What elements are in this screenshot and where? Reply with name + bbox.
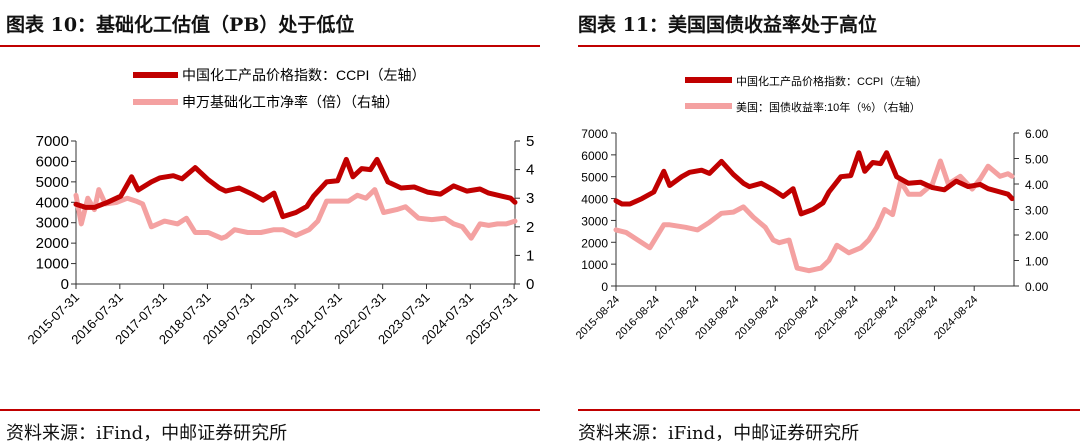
y-tick-label-left: 2000 [36,235,69,252]
chart-svg-ccpi-ust: 中国化工产品价格指数：CCPI（左轴） 美国：国债收益率:10年（%）（右轴） 0 1… [574,74,1049,342]
y-tick-label-right: 3 [526,190,534,207]
footer-rule [578,409,1080,411]
y-tick-label-left: 3000 [36,215,69,232]
y-tick-label-left: 4000 [581,193,608,207]
series-line [613,158,1015,274]
y-tick-label-right: 2 [526,219,534,236]
title-rule [0,45,540,47]
chart-panel-left: 图表 10：基础化工估值（PB）处于低位 中国化工产品价格指数：CCPI（左轴）… [0,14,540,444]
y-tick-label-right: 1 [526,247,534,264]
y-tick-label-left: 0 [601,280,608,294]
legend-label: 美国：国债收益率:10年（%）（右轴） [736,100,921,114]
series-line [613,150,1015,217]
y-tick-label-left: 6000 [36,153,69,170]
source-note: 资料来源：iFind，中邮证券研究所 [578,423,860,444]
y-tick-label-left: 7000 [581,127,608,141]
legend-label: 申万基础化工市净率（倍）（右轴） [182,94,399,110]
y-tick-label-right: 2.00 [1025,229,1049,243]
y-tick-label-left: 5000 [581,171,608,185]
chart-svg-ccpi-pb: 中国化工产品价格指数：CCPI（左轴） 申万基础化工市净率（倍）（右轴） 0 1000… [24,67,534,347]
footer-rule [0,409,540,411]
series-line [73,187,518,241]
legend-label: 中国化工产品价格指数：CCPI（左轴） [182,67,425,83]
y-tick-label-right: 1.00 [1025,255,1049,269]
y-tick-label-left: 6000 [581,149,608,163]
y-tick-label-right: 5 [526,133,534,150]
y-tick-label-right: 3.00 [1025,204,1049,218]
y-tick-label-left: 1000 [36,256,69,273]
y-tick-label-left: 4000 [36,194,69,211]
y-tick-label-right: 0 [526,276,534,293]
y-tick-label-right: 4 [526,162,534,179]
title-rule [578,45,1080,47]
chart-panel-right: 图表 11：美国国债收益率处于高位 中国化工产品价格指数：CCPI（左轴） 美国：… [540,0,1080,448]
y-tick-label-left: 3000 [581,214,608,228]
source-note: 资料来源：iFind，中邮证券研究所 [6,423,288,444]
y-tick-label-right: 5.00 [1025,153,1049,167]
y-tick-label-left: 2000 [581,236,608,250]
series-line [73,156,518,220]
y-tick-label-left: 1000 [581,258,608,272]
y-tick-label-left: 0 [61,276,69,293]
legend-label: 中国化工产品价格指数：CCPI（左轴） [736,74,927,88]
y-tick-label-right: 4.00 [1025,178,1049,192]
chart-title: 图表 10：基础化工估值（PB）处于低位 [6,14,355,36]
y-tick-label-left: 7000 [36,133,69,150]
y-tick-label-right: 6.00 [1025,127,1049,141]
chart-title: 图表 11：美国国债收益率处于高位 [578,14,878,36]
y-tick-label-left: 5000 [36,174,69,191]
y-tick-label-right: 0.00 [1025,280,1049,294]
